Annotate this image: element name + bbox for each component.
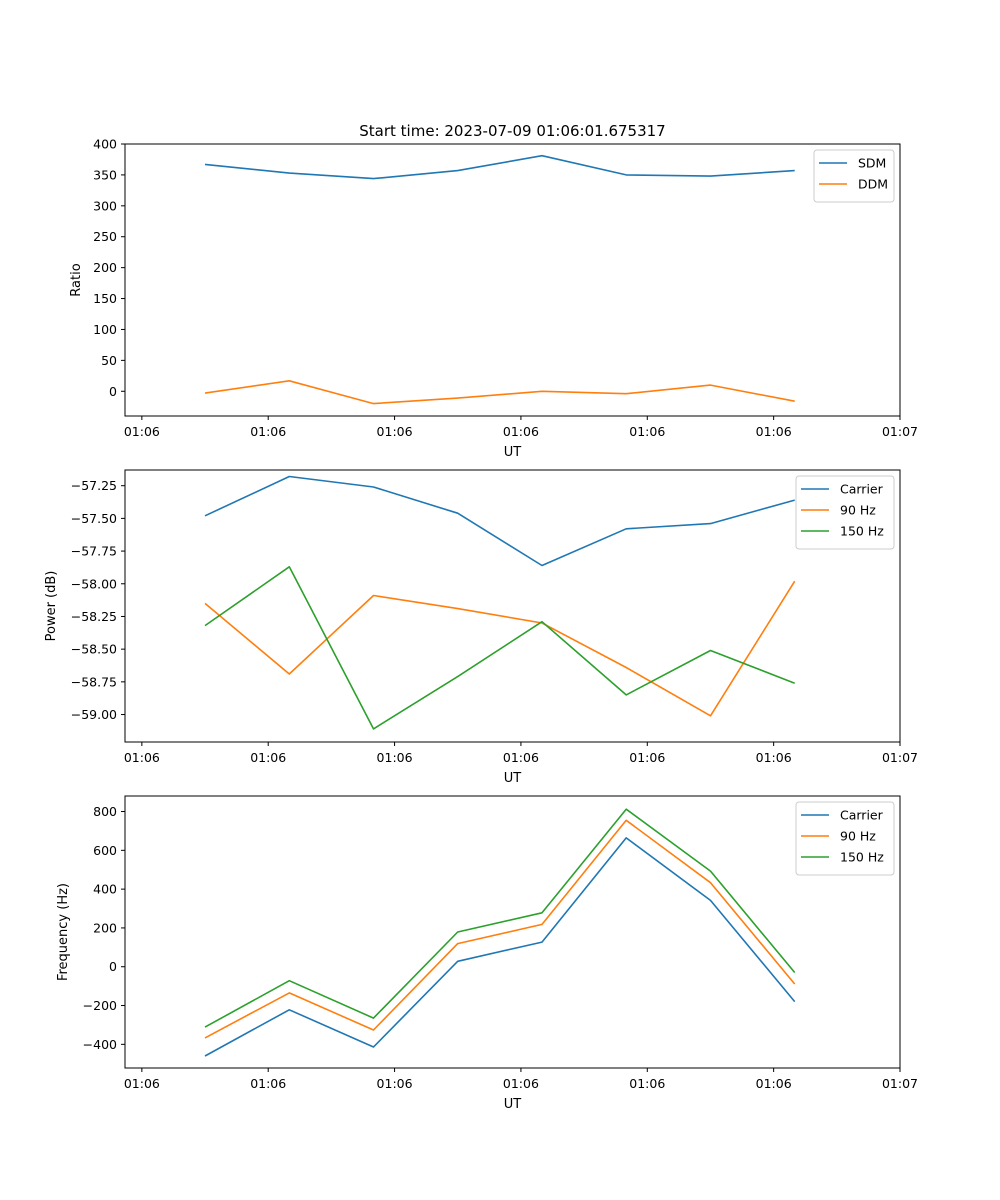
- series-line-ddm: [204, 379, 795, 405]
- x-tick-label: 01:06: [629, 424, 665, 439]
- legend-label: Carrier: [840, 482, 884, 497]
- plot-frame: [124, 795, 901, 1069]
- x-tick-label: 01:07: [882, 750, 918, 765]
- x-tick-label: 01:06: [377, 424, 413, 439]
- x-tick-label: 01:06: [250, 750, 286, 765]
- y-tick-label: 200: [93, 260, 117, 275]
- legend: Carrier 90 Hz 150 Hz: [795, 801, 895, 876]
- y-tick-label: 50: [101, 353, 117, 368]
- y-tick-label: −58.75: [71, 674, 117, 689]
- x-tick-label: 01:06: [503, 424, 539, 439]
- x-tick-label: 01:07: [882, 424, 918, 439]
- x-tick-label: 01:06: [756, 1076, 792, 1091]
- x-axis-label: UT: [504, 1097, 522, 1112]
- chart-frequency: −400 −200 0 200 400 600 800 01:06 01:06 01:06 01:0…: [56, 795, 918, 1112]
- x-tick-label: 01:06: [629, 750, 665, 765]
- legend-label: DDM: [858, 177, 888, 192]
- y-tick-label: −57.25: [71, 478, 117, 493]
- y-axis-label: Power (dB): [44, 571, 59, 642]
- legend-label: SDM: [858, 156, 886, 171]
- series-line-150-hz: [204, 565, 795, 730]
- y-tick-label: −57.75: [71, 544, 117, 559]
- series-line-150-hz: [204, 808, 796, 1028]
- legend: Carrier 90 Hz 150 Hz: [795, 475, 895, 550]
- legend-label: 90 Hz: [840, 503, 876, 518]
- y-tick-label: 350: [93, 167, 117, 182]
- y-tick-label: 0: [109, 959, 117, 974]
- y-tick-label: −57.50: [71, 511, 117, 526]
- y-axis-label: Ratio: [69, 263, 84, 296]
- series-line-carrier: [204, 837, 796, 1057]
- y-tick-label: 400: [93, 137, 117, 152]
- legend-label: 150 Hz: [840, 524, 884, 539]
- series-line-carrier: [204, 475, 795, 567]
- y-tick-label: 100: [93, 322, 117, 337]
- plot-frame: [124, 469, 901, 743]
- y-tick-label: 0: [109, 384, 117, 399]
- y-tick-label: 250: [93, 229, 117, 244]
- y-tick-label: 300: [93, 198, 117, 213]
- chart-power: −57.25 −57.50 −57.75 −58.00 −58.25 −58.50 −58.…: [44, 469, 918, 786]
- plot-frame: [124, 143, 901, 417]
- y-tick-label: −400: [83, 1037, 117, 1052]
- legend: SDM DDM: [813, 149, 895, 203]
- legend-label: 150 Hz: [840, 850, 884, 865]
- chart-ratio: 0 50 100 150 200 250 300 350 400 01:06 01:06 01:06 0…: [69, 137, 918, 461]
- legend-label: Carrier: [840, 808, 884, 823]
- x-axis-label: UT: [504, 445, 522, 460]
- y-axis-label: Frequency (Hz): [56, 883, 71, 981]
- y-tick-label: 800: [93, 804, 117, 819]
- y-tick-label: 600: [93, 843, 117, 858]
- legend-label: 90 Hz: [840, 829, 876, 844]
- y-tick-label: 400: [93, 882, 117, 897]
- y-tick-label: −58.50: [71, 642, 117, 657]
- series-line-90-hz: [204, 819, 796, 1039]
- x-tick-label: 01:06: [250, 424, 286, 439]
- x-tick-label: 01:06: [124, 1076, 160, 1091]
- x-tick-label: 01:06: [377, 750, 413, 765]
- y-tick-label: 200: [93, 920, 117, 935]
- y-tick-label: −58.00: [71, 576, 117, 591]
- x-tick-label: 01:06: [756, 750, 792, 765]
- series-line-90-hz: [204, 580, 796, 717]
- x-axis-label: UT: [504, 771, 522, 786]
- x-tick-label: 01:06: [503, 750, 539, 765]
- y-tick-label: −200: [83, 998, 117, 1013]
- series-line-sdm: [204, 154, 795, 180]
- x-tick-label: 01:06: [124, 424, 160, 439]
- x-tick-label: 01:06: [377, 1076, 413, 1091]
- x-tick-label: 01:06: [250, 1076, 286, 1091]
- x-tick-label: 01:06: [503, 1076, 539, 1091]
- figure-title: Start time: 2023-07-09 01:06:01.675317: [359, 122, 665, 140]
- y-tick-label: −59.00: [71, 707, 117, 722]
- x-tick-label: 01:06: [756, 424, 792, 439]
- x-tick-label: 01:06: [629, 1076, 665, 1091]
- x-tick-label: 01:07: [882, 1076, 918, 1091]
- x-tick-label: 01:06: [124, 750, 160, 765]
- y-tick-label: 150: [93, 291, 117, 306]
- y-tick-label: −58.25: [71, 609, 117, 624]
